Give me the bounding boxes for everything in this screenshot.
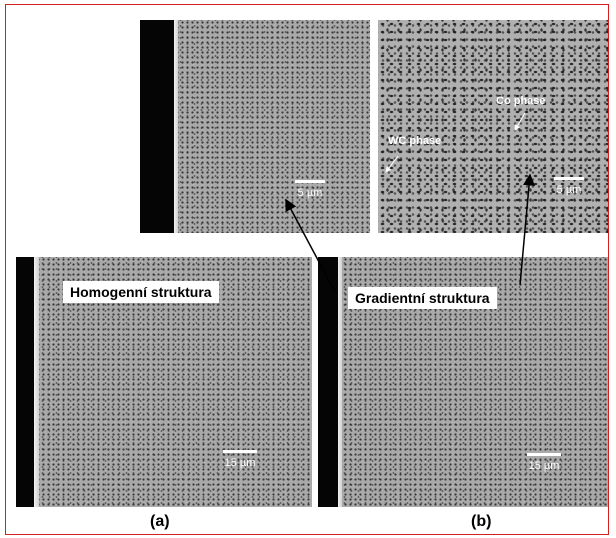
surface-layer — [34, 257, 39, 507]
caption-b: (b) — [471, 513, 492, 530]
arrow-to-top-left — [285, 198, 336, 293]
scale-bar-bottom-left: 15 µm — [216, 450, 264, 469]
co-phase-pointer — [514, 112, 526, 131]
arrow-to-top-right — [519, 173, 536, 286]
figure-frame — [5, 4, 609, 535]
co-phase-label: Co phase — [496, 95, 546, 107]
scale-bar-top-left: 5 µm — [290, 180, 330, 199]
wc-phase-pointer — [385, 155, 399, 173]
homogeneous-structure-label: Homogenní struktura — [63, 281, 219, 303]
surface-layer — [338, 257, 342, 507]
micrograph-top-right: WC phase Co phase 5 µm — [378, 20, 608, 233]
specimen-edge — [318, 257, 338, 507]
caption-a: (a) — [150, 513, 170, 530]
micrograph-top-left: 5 µm — [140, 20, 370, 233]
scale-bar-top-right: 5 µm — [548, 177, 590, 196]
specimen-edge — [16, 257, 34, 507]
specimen-edge — [140, 20, 174, 233]
scale-bar-bottom-right: 15 µm — [520, 453, 568, 472]
surface-layer — [174, 20, 178, 233]
wc-phase-label: WC phase — [388, 135, 442, 147]
gradient-structure-label: Gradientní struktura — [348, 287, 497, 309]
